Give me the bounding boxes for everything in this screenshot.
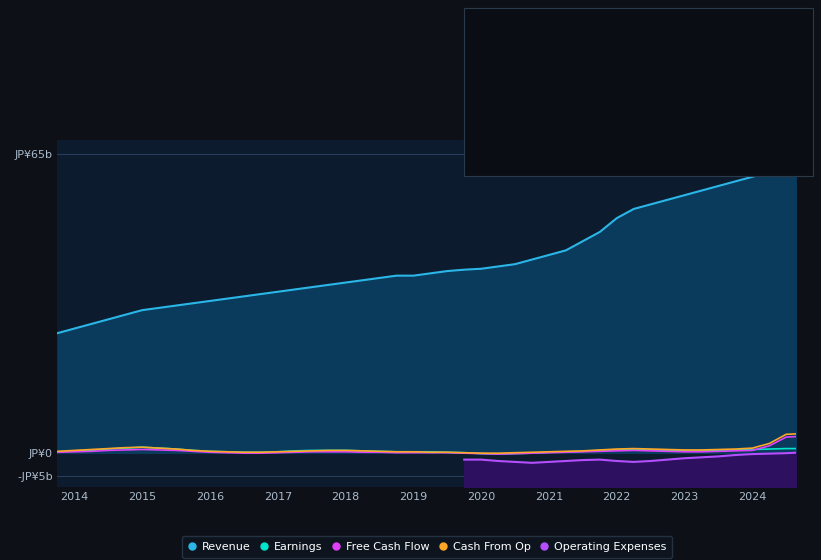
Text: profit margin: profit margin: [647, 85, 718, 95]
Text: Aug 31 2024: Aug 31 2024: [474, 21, 562, 34]
Text: /yr: /yr: [661, 40, 678, 50]
Text: JP¥22.344b: JP¥22.344b: [616, 152, 682, 162]
Text: /yr: /yr: [661, 152, 678, 162]
Text: /yr: /yr: [657, 107, 674, 117]
Text: JP¥61.257b: JP¥61.257b: [616, 40, 682, 50]
Text: 1.5%: 1.5%: [616, 85, 644, 95]
Text: JP¥4.043b: JP¥4.043b: [616, 129, 675, 139]
Text: Operating Expenses: Operating Expenses: [474, 152, 579, 162]
Text: Cash From Op: Cash From Op: [474, 129, 547, 139]
Text: JP¥3.433b: JP¥3.433b: [616, 107, 675, 117]
Text: Revenue: Revenue: [474, 40, 519, 50]
Legend: Revenue, Earnings, Free Cash Flow, Cash From Op, Operating Expenses: Revenue, Earnings, Free Cash Flow, Cash …: [182, 536, 672, 558]
Text: /yr: /yr: [657, 129, 674, 139]
Text: JP¥904.000m: JP¥904.000m: [616, 62, 693, 72]
Text: Earnings: Earnings: [474, 62, 519, 72]
Text: Free Cash Flow: Free Cash Flow: [474, 107, 552, 117]
Text: /yr: /yr: [665, 62, 683, 72]
